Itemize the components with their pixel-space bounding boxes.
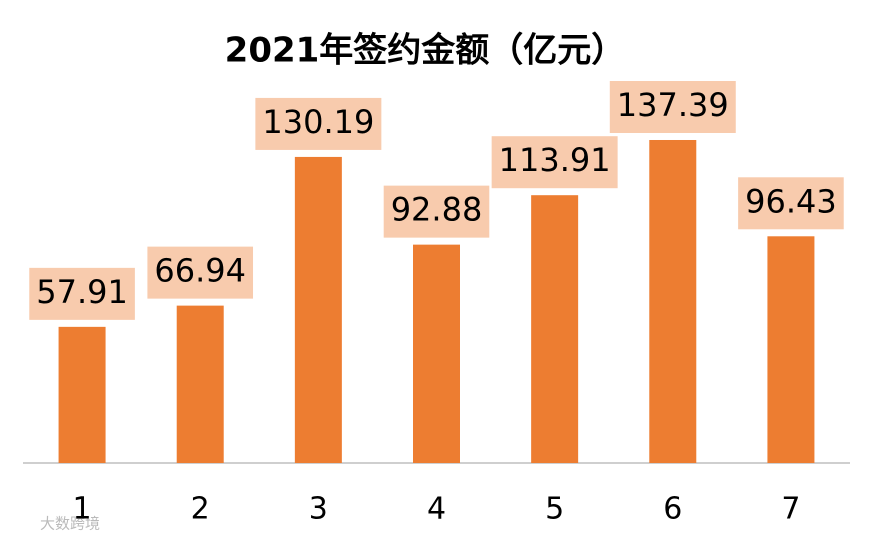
value-label: 57.91 <box>36 273 128 311</box>
watermark: 大数跨境 <box>40 515 100 533</box>
x-tick-label: 3 <box>309 492 328 527</box>
x-tick-label: 7 <box>781 492 800 527</box>
value-label-box <box>255 97 382 150</box>
bar <box>58 326 106 463</box>
value-label-box <box>738 177 844 230</box>
value-label: 130.19 <box>262 103 374 141</box>
bar <box>176 305 224 463</box>
value-label-box <box>147 246 254 299</box>
x-tick-label: 4 <box>427 492 446 527</box>
chart-title: 2021年签约金额（亿元） <box>225 31 626 71</box>
value-label: 137.39 <box>617 86 729 124</box>
value-label-box <box>383 185 490 238</box>
x-tick-label: 6 <box>663 492 682 527</box>
value-label: 92.88 <box>391 191 483 229</box>
value-label-box <box>29 267 135 320</box>
value-label-box <box>609 80 736 133</box>
bar <box>294 156 342 463</box>
x-tick-label: 1 <box>73 492 92 527</box>
value-label: 66.94 <box>154 252 246 290</box>
bar <box>531 195 579 464</box>
value-label: 113.91 <box>499 141 611 179</box>
bar <box>649 139 697 464</box>
x-tick-label: 2 <box>191 492 210 527</box>
bar <box>767 236 815 463</box>
x-tick-label: 5 <box>545 492 564 527</box>
value-label: 96.43 <box>745 182 837 220</box>
bar <box>413 244 460 463</box>
value-label-box <box>491 136 618 189</box>
